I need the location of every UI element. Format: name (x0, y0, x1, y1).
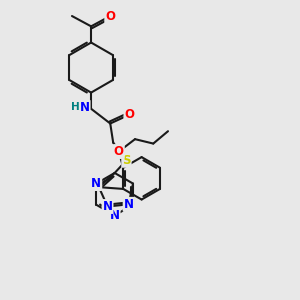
Text: N: N (80, 101, 90, 114)
Text: N: N (124, 198, 134, 211)
Text: O: O (124, 108, 134, 121)
Text: N: N (110, 209, 120, 222)
Text: H: H (71, 102, 80, 112)
Text: O: O (105, 10, 115, 22)
Text: O: O (114, 145, 124, 158)
Text: S: S (122, 154, 131, 167)
Text: N: N (91, 177, 101, 190)
Text: N: N (103, 200, 112, 213)
